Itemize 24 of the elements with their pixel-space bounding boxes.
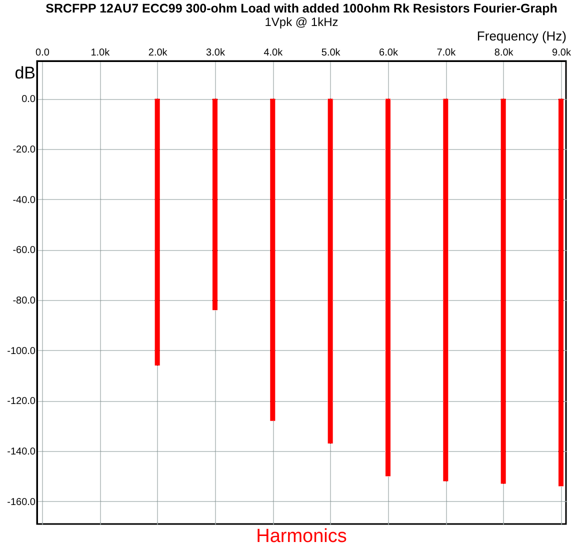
x-tick-label: 8.0k — [494, 48, 514, 58]
x-tick-label: 9.0k — [552, 48, 572, 58]
x-tick-label: 2.0k — [148, 48, 168, 58]
x-axis-title: Frequency (Hz) — [476, 28, 566, 44]
x-tick-label: 1.0k — [90, 48, 111, 58]
y-tick-label: -60.0 — [12, 245, 36, 256]
y-tick-label: 0.0 — [22, 94, 36, 106]
text: Harmonics — [256, 526, 347, 547]
y-tick-label: -140.0 — [7, 446, 36, 458]
y-tick-label: -120.0 — [7, 396, 36, 408]
x-tick-label: 5.0k — [321, 48, 342, 58]
x-tick-label: 3.0k — [206, 48, 226, 58]
chart-title: SRCFPP 12AU7 ECC99 300-ohm Load with added 100ohm Rk Resistors Fourier-Graph — [46, 2, 558, 16]
x-tick-label: 6.0k — [379, 48, 399, 58]
y-axis-title: dB — [14, 64, 36, 82]
chart-subtitle: 1Vpk @ 1kHz — [264, 15, 338, 29]
x-tick-label: 0.0 — [36, 48, 50, 58]
y-tick-label: -160.0 — [7, 496, 36, 508]
x-tick-label: 4.0k — [264, 48, 284, 58]
y-tick-label: -80.0 — [12, 296, 36, 307]
y-tick-label: -100.0 — [7, 346, 36, 357]
y-tick-label: -20.0 — [12, 144, 36, 156]
x-tick-label: 7.0k — [436, 48, 457, 58]
y-tick-label: -40.0 — [12, 194, 36, 206]
